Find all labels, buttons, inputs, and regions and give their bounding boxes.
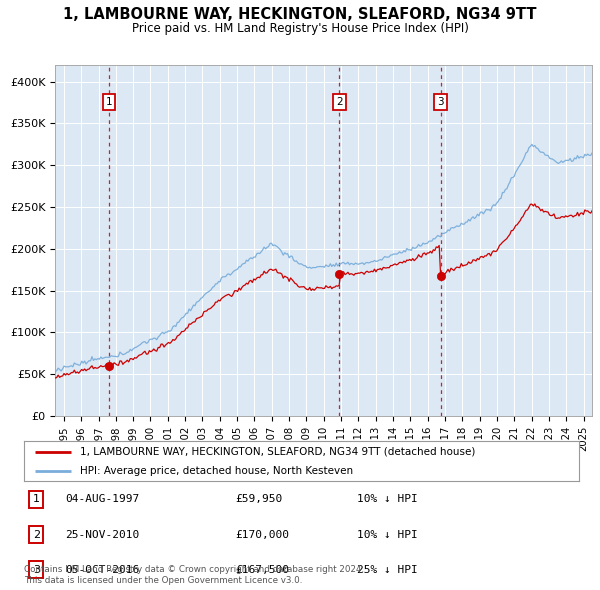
Text: 3: 3	[437, 97, 444, 107]
Text: £167,500: £167,500	[235, 565, 289, 575]
Text: 04-AUG-1997: 04-AUG-1997	[65, 494, 140, 504]
Text: 25% ↓ HPI: 25% ↓ HPI	[357, 565, 418, 575]
Text: 25-NOV-2010: 25-NOV-2010	[65, 530, 140, 539]
Text: 10% ↓ HPI: 10% ↓ HPI	[357, 494, 418, 504]
Text: 05-OCT-2016: 05-OCT-2016	[65, 565, 140, 575]
Text: 10% ↓ HPI: 10% ↓ HPI	[357, 530, 418, 539]
Text: Price paid vs. HM Land Registry's House Price Index (HPI): Price paid vs. HM Land Registry's House …	[131, 22, 469, 35]
Text: 1: 1	[33, 494, 40, 504]
Text: 3: 3	[33, 565, 40, 575]
Text: This data is licensed under the Open Government Licence v3.0.: This data is licensed under the Open Gov…	[24, 576, 302, 585]
Text: 2: 2	[32, 530, 40, 539]
Text: 2: 2	[336, 97, 343, 107]
Text: 1, LAMBOURNE WAY, HECKINGTON, SLEAFORD, NG34 9TT (detached house): 1, LAMBOURNE WAY, HECKINGTON, SLEAFORD, …	[79, 447, 475, 457]
Text: £170,000: £170,000	[235, 530, 289, 539]
Text: £59,950: £59,950	[235, 494, 282, 504]
Text: 1, LAMBOURNE WAY, HECKINGTON, SLEAFORD, NG34 9TT: 1, LAMBOURNE WAY, HECKINGTON, SLEAFORD, …	[63, 7, 537, 22]
Text: HPI: Average price, detached house, North Kesteven: HPI: Average price, detached house, Nort…	[79, 466, 353, 476]
Text: Contains HM Land Registry data © Crown copyright and database right 2024.: Contains HM Land Registry data © Crown c…	[24, 565, 364, 574]
Text: 1: 1	[106, 97, 112, 107]
